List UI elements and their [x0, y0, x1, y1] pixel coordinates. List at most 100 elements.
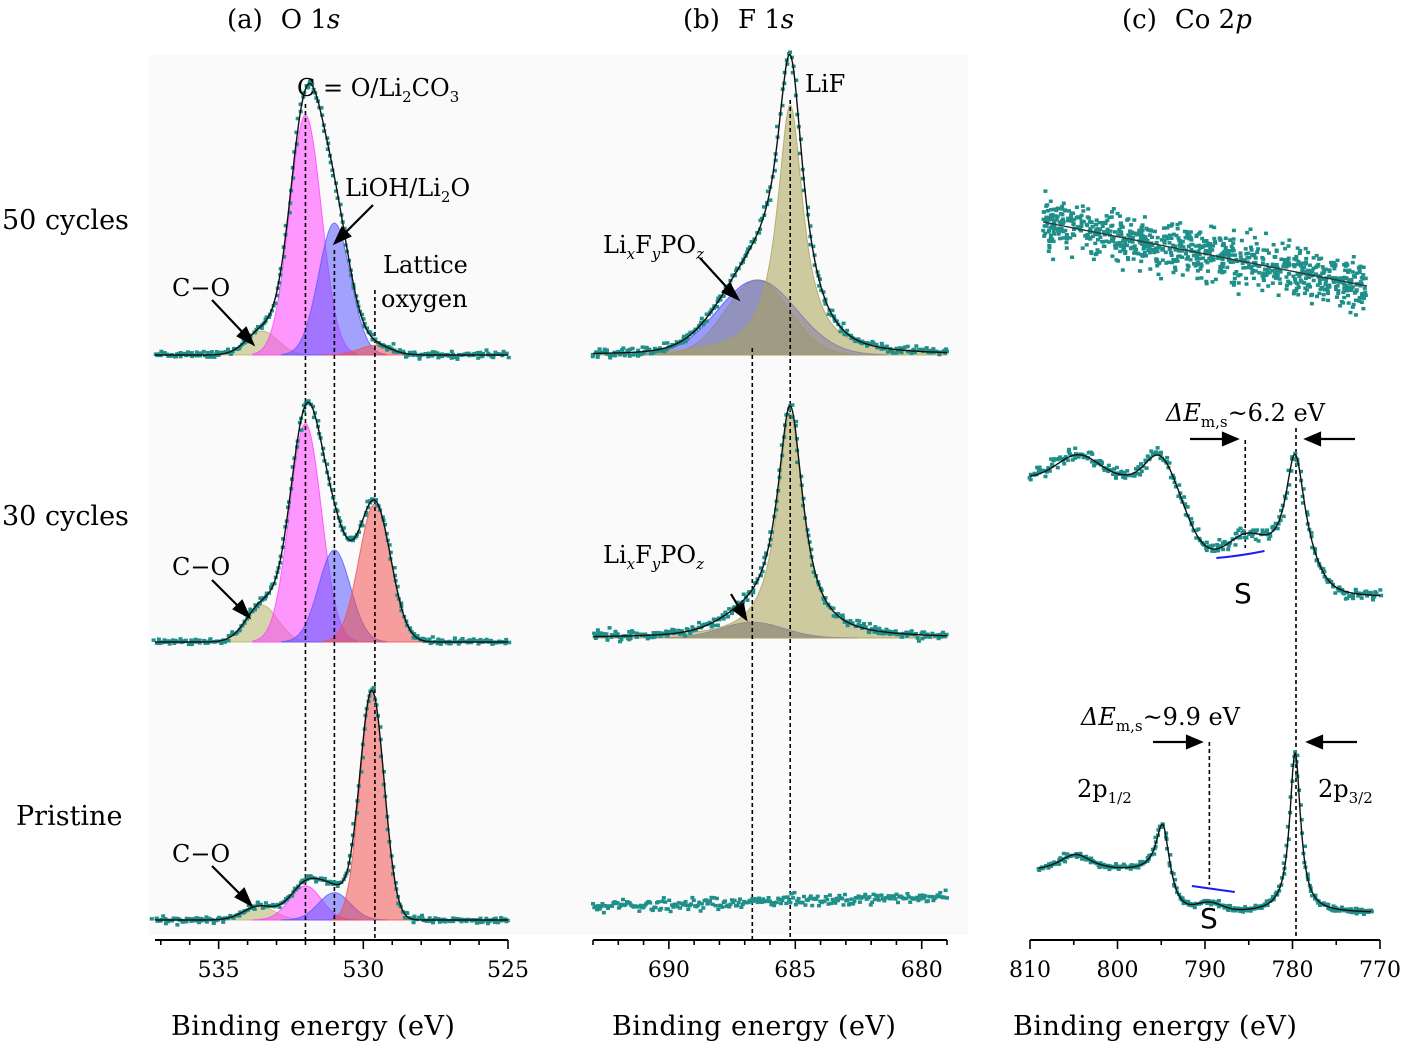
- o1s-row-1-point: [437, 638, 441, 643]
- co2p-pristine-point: [1173, 878, 1178, 882]
- co2p-50-point: [1222, 269, 1227, 274]
- co2p-pristine-point: [1080, 857, 1085, 861]
- co2p-50-point: [1093, 252, 1098, 257]
- co2p-50-point: [1231, 283, 1236, 287]
- co2p-pristine-point: [1257, 904, 1262, 908]
- co2p-50-point: [1263, 267, 1267, 272]
- label-c-o-30: C−O: [172, 553, 230, 581]
- co2p-50-point: [1217, 236, 1222, 240]
- f1s-pristine-point: [792, 890, 797, 895]
- f1s-pristine-point: [599, 904, 604, 909]
- co2p-30-point: [1204, 540, 1209, 545]
- f1s-pristine-point: [637, 909, 642, 913]
- f1s-row-0-point: [934, 349, 939, 354]
- f1s-row-0-point: [795, 112, 800, 117]
- co2p-50-point: [1298, 248, 1303, 253]
- co2p-50-point: [1138, 230, 1143, 235]
- f1s-row-1-point: [863, 625, 868, 629]
- co2p-50-point: [1144, 226, 1149, 231]
- f1s-row-0-point: [699, 316, 704, 321]
- co2p-50-point: [1091, 257, 1096, 262]
- f1s-row-0-point: [845, 328, 850, 333]
- co2p-50-point: [1208, 243, 1213, 248]
- co2p-30-point: [1135, 471, 1140, 476]
- co2p-50-point: [1320, 277, 1325, 281]
- co2p-pristine-point: [1107, 867, 1112, 872]
- co2p-50-point: [1079, 224, 1084, 228]
- co2p-50-point: [1168, 250, 1173, 255]
- co2p-50-point: [1236, 281, 1241, 285]
- co2p-50-point: [1050, 216, 1055, 220]
- co2p-pristine-point: [1318, 903, 1322, 907]
- f1s-pristine-point: [921, 896, 926, 900]
- f1s-row-0-point: [652, 350, 657, 354]
- co2p-50-point: [1280, 241, 1285, 246]
- f1s-pristine-point: [735, 903, 740, 908]
- co2p-50-point: [1309, 268, 1314, 273]
- co2p-30-point: [1185, 505, 1190, 509]
- o1s-row-1-point: [393, 573, 397, 578]
- o1s-row-0-point: [214, 350, 219, 354]
- f1s-row-0-point: [812, 253, 817, 257]
- co2p-30-point: [1215, 543, 1220, 547]
- co2p-50-point: [1232, 280, 1236, 285]
- x-tick-label-2: 800: [1097, 958, 1139, 983]
- o1s-row-2-point: [154, 916, 159, 921]
- co2p-50-point: [1155, 264, 1160, 268]
- co2p-30-point: [1289, 469, 1294, 473]
- co2p-30-point: [1313, 547, 1318, 552]
- co2p-pristine-point: [1098, 861, 1103, 865]
- f1s-row-1-point: [617, 635, 622, 639]
- co2p-50-point: [1252, 253, 1257, 257]
- f1s-pristine-point: [759, 900, 764, 904]
- f1s-pristine-point: [675, 904, 680, 909]
- f1s-row-1-point: [709, 625, 714, 629]
- f1s-pristine-point: [723, 899, 728, 903]
- f1s-row-0-point: [817, 284, 822, 288]
- o1s-row-2-point: [212, 920, 217, 924]
- f1s-pristine-point: [780, 898, 785, 903]
- o1s-row-1-point: [193, 637, 198, 642]
- o1s-row-1-point: [350, 535, 355, 540]
- co2p-50-point: [1096, 237, 1100, 242]
- f1s-row-0-point: [775, 124, 780, 129]
- f1s-row-1-point: [836, 612, 841, 616]
- co2p-50-point: [1044, 224, 1049, 228]
- co2p-pristine-point: [1180, 896, 1185, 900]
- f1s-row-0-fit-line: [593, 53, 947, 355]
- co2p-50-point: [1320, 265, 1325, 269]
- o1s-row-0-point: [476, 356, 481, 360]
- o1s-row-2-point: [221, 920, 226, 924]
- co2p-30-point: [1290, 455, 1295, 459]
- co2p-50-point: [1336, 289, 1341, 293]
- co2p-30-point: [1299, 469, 1303, 474]
- f1s-pristine-point: [879, 893, 884, 897]
- co2p-50-point: [1330, 263, 1335, 268]
- o1s-row-0-point: [491, 355, 496, 360]
- co2p-50-point: [1342, 286, 1347, 291]
- o1s-row-2-point: [204, 918, 209, 923]
- label-lioh-li2o: LiOH/Li2O: [345, 174, 470, 206]
- co2p-50-point: [1067, 209, 1071, 213]
- o1s-row-0-point: [325, 147, 330, 151]
- f1s-row-0-point: [830, 308, 835, 313]
- f1s-row-0-point: [721, 294, 726, 298]
- f1s-pristine-point: [905, 892, 910, 896]
- f1s-row-0-point: [860, 339, 865, 344]
- f1s-row-1-point: [681, 631, 686, 635]
- co2p-50-point: [1206, 243, 1211, 248]
- f1s-pristine-point: [894, 892, 899, 897]
- co2p-50-point: [1265, 269, 1270, 273]
- o1s-row-0-point: [180, 352, 184, 356]
- co2p-50-point: [1199, 276, 1204, 280]
- co2p-50-point: [1115, 211, 1120, 216]
- co2p-pristine-point: [1132, 863, 1137, 868]
- co2p-50-point: [1261, 271, 1266, 275]
- co2p-pristine-point: [1299, 818, 1304, 822]
- co2p-30-point: [1078, 452, 1083, 456]
- co2p-50-point: [1284, 265, 1289, 269]
- co2p-50-point: [1135, 251, 1140, 256]
- co2p-50-point: [1256, 247, 1261, 251]
- co2p-50-point: [1070, 218, 1075, 222]
- f1s-row-0-point: [765, 189, 770, 194]
